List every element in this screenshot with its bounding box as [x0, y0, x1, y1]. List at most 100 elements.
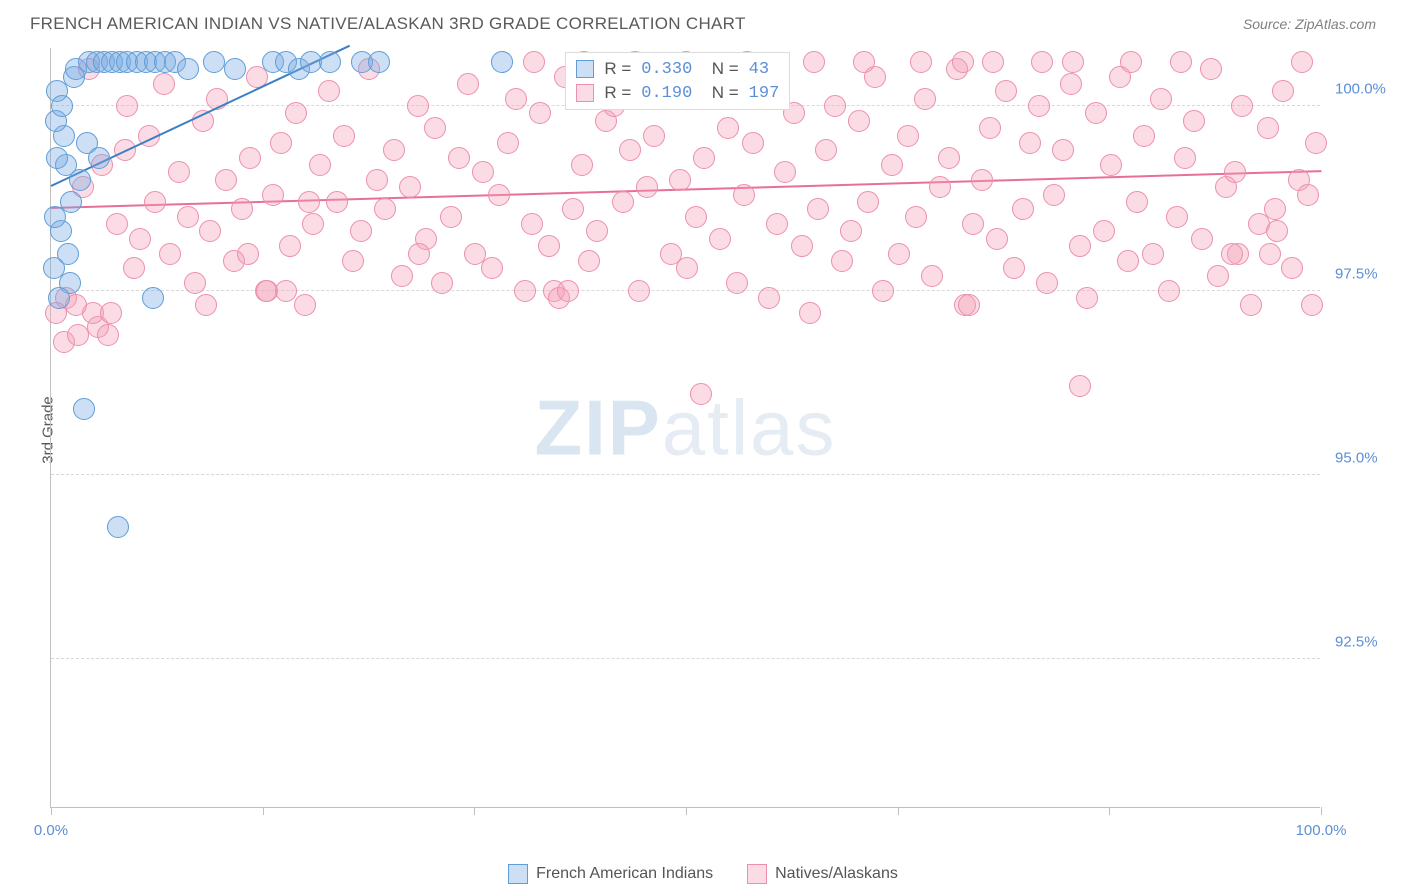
data-point-b: [995, 80, 1017, 102]
data-point-b: [342, 250, 364, 272]
data-point-b: [67, 324, 89, 346]
legend-swatch-a: [508, 864, 528, 884]
data-point-b: [1281, 257, 1303, 279]
legend-item-series-a: French American Indians: [508, 864, 713, 884]
data-point-b: [184, 272, 206, 294]
data-point-b: [693, 147, 715, 169]
data-point-b: [986, 228, 1008, 250]
data-point-b: [643, 125, 665, 147]
data-point-b: [350, 220, 372, 242]
y-tick-label: 100.0%: [1335, 81, 1386, 98]
y-tick-label: 97.5%: [1335, 265, 1378, 282]
data-point-b: [1207, 265, 1229, 287]
data-point-b: [733, 184, 755, 206]
data-point-b: [636, 176, 658, 198]
x-tick: [686, 807, 687, 815]
data-point-b: [824, 95, 846, 117]
stats-swatch-a: [576, 60, 594, 78]
data-point-b: [215, 169, 237, 191]
data-point-b: [1085, 102, 1107, 124]
data-point-b: [1043, 184, 1065, 206]
data-point-b: [1069, 375, 1091, 397]
data-point-a: [60, 191, 82, 213]
data-point-b: [1036, 272, 1058, 294]
data-point-b: [383, 139, 405, 161]
data-point-b: [239, 147, 261, 169]
data-point-b: [431, 272, 453, 294]
data-point-b: [971, 169, 993, 191]
data-point-b: [803, 51, 825, 73]
data-point-a: [51, 95, 73, 117]
data-point-b: [1126, 191, 1148, 213]
data-point-b: [982, 51, 1004, 73]
data-point-b: [1142, 243, 1164, 265]
data-point-b: [309, 154, 331, 176]
data-point-b: [1257, 117, 1279, 139]
x-tick: [263, 807, 264, 815]
data-point-b: [129, 228, 151, 250]
data-point-b: [807, 198, 829, 220]
data-point-b: [529, 102, 551, 124]
data-point-b: [853, 51, 875, 73]
data-point-b: [424, 117, 446, 139]
data-point-b: [505, 88, 527, 110]
data-point-b: [97, 324, 119, 346]
data-point-b: [514, 280, 536, 302]
gridline: [51, 290, 1320, 291]
data-point-a: [203, 51, 225, 73]
data-point-b: [116, 95, 138, 117]
data-point-b: [717, 117, 739, 139]
data-point-b: [872, 280, 894, 302]
data-point-b: [1069, 235, 1091, 257]
data-point-b: [195, 294, 217, 316]
stat-N-b: 197: [749, 84, 780, 103]
data-point-b: [578, 250, 600, 272]
gridline: [51, 658, 1320, 659]
data-point-b: [979, 117, 1001, 139]
data-point-a: [491, 51, 513, 73]
data-point-b: [177, 206, 199, 228]
legend-label-a: French American Indians: [536, 865, 713, 883]
x-tick: [51, 807, 52, 815]
data-point-a: [43, 257, 65, 279]
data-point-b: [1297, 184, 1319, 206]
data-point-b: [1158, 280, 1180, 302]
x-tick: [898, 807, 899, 815]
x-tick: [474, 807, 475, 815]
legend-swatch-b: [747, 864, 767, 884]
data-point-a: [48, 287, 70, 309]
data-point-b: [958, 294, 980, 316]
chart-header: FRENCH AMERICAN INDIAN VS NATIVE/ALASKAN…: [0, 0, 1406, 40]
data-point-b: [1052, 139, 1074, 161]
data-point-b: [1224, 161, 1246, 183]
data-point-b: [1019, 132, 1041, 154]
chart-source: Source: ZipAtlas.com: [1243, 16, 1376, 32]
y-tick-label: 95.0%: [1335, 449, 1378, 466]
watermark: ZIPatlas: [534, 382, 836, 473]
data-point-b: [407, 95, 429, 117]
data-point-b: [685, 206, 707, 228]
data-point-b: [921, 265, 943, 287]
data-point-a: [368, 51, 390, 73]
data-point-b: [1301, 294, 1323, 316]
data-point-b: [1150, 88, 1172, 110]
data-point-b: [294, 294, 316, 316]
data-point-b: [448, 147, 470, 169]
data-point-a: [46, 147, 68, 169]
data-point-b: [237, 243, 259, 265]
data-point-b: [199, 220, 221, 242]
data-point-a: [177, 58, 199, 80]
data-point-b: [270, 132, 292, 154]
data-point-b: [905, 206, 927, 228]
data-point-b: [408, 243, 430, 265]
stat-R-b: 0.190: [641, 84, 692, 103]
data-point-b: [758, 287, 780, 309]
data-point-b: [1170, 51, 1192, 73]
data-point-b: [440, 206, 462, 228]
data-point-b: [1062, 51, 1084, 73]
data-point-b: [333, 125, 355, 147]
stats-row-a: R = 0.330 N = 43: [576, 57, 779, 81]
data-point-b: [1264, 198, 1286, 220]
legend-label-b: Natives/Alaskans: [775, 865, 898, 883]
data-point-b: [1191, 228, 1213, 250]
